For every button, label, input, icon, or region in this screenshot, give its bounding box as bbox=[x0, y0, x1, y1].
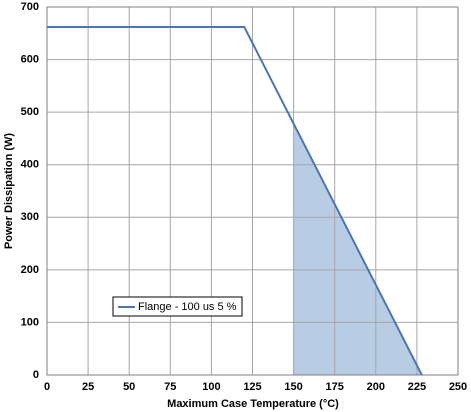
legend-label: Flange - 100 us 5 % bbox=[138, 301, 237, 313]
x-tick-label: 200 bbox=[367, 381, 385, 393]
y-tick-label: 0 bbox=[33, 369, 39, 381]
y-tick-label: 600 bbox=[21, 53, 39, 65]
y-tick-label: 200 bbox=[21, 264, 39, 276]
y-tick-label: 400 bbox=[21, 159, 39, 171]
y-tick-label: 100 bbox=[21, 316, 39, 328]
x-tick-label: 225 bbox=[408, 381, 426, 393]
x-tick-label: 50 bbox=[123, 381, 135, 393]
x-tick-label: 25 bbox=[82, 381, 94, 393]
plot-border bbox=[46, 6, 459, 376]
x-tick-label: 0 bbox=[44, 381, 50, 393]
line-series bbox=[47, 25, 423, 376]
y-tick-label: 300 bbox=[21, 211, 39, 223]
y-tick-label: 500 bbox=[21, 106, 39, 118]
x-tick-label: 175 bbox=[326, 381, 344, 393]
y-tick-label: 700 bbox=[21, 1, 39, 13]
x-axis-label: Maximum Case Temperature (°C) bbox=[167, 398, 339, 410]
y-axis-label: Power Dissipation (W) bbox=[3, 133, 15, 249]
x-tick-label: 125 bbox=[243, 381, 261, 393]
x-tick-label: 100 bbox=[202, 381, 220, 393]
legend-box bbox=[112, 296, 243, 317]
x-tick-label: 250 bbox=[449, 381, 467, 393]
x-tick-label: 150 bbox=[284, 381, 302, 393]
x-tick-label: 75 bbox=[164, 381, 176, 393]
